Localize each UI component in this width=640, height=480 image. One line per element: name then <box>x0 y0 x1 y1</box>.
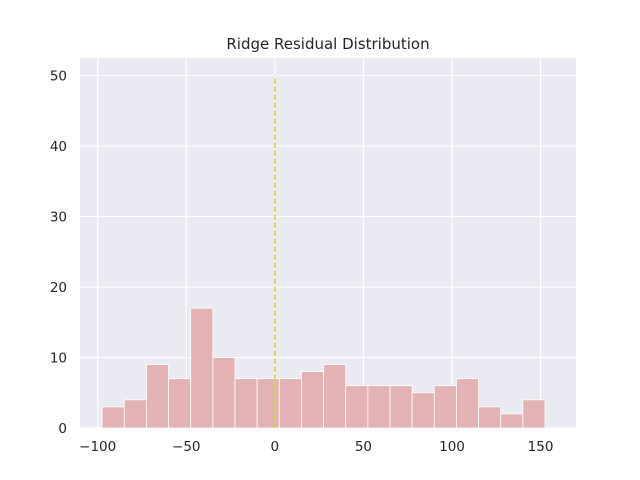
histogram-bar <box>345 385 369 429</box>
histogram-bar <box>411 392 435 429</box>
y-tick-label: 40 <box>50 139 67 155</box>
histogram-bar <box>146 364 169 429</box>
histogram-bar <box>367 385 391 429</box>
x-tick-label: −50 <box>172 439 201 455</box>
histogram-bar <box>278 378 302 429</box>
y-tick-label: 30 <box>50 210 67 226</box>
histogram-bar <box>522 399 546 429</box>
x-tick-label: −100 <box>79 439 116 455</box>
x-axis-ticks: −100 −50 0 50 100 150 <box>79 439 553 455</box>
histogram-bars <box>101 307 546 429</box>
y-tick-label: 20 <box>50 280 67 296</box>
histogram-bar <box>389 385 413 429</box>
histogram-bar <box>168 378 192 429</box>
y-tick-label: 50 <box>50 69 67 85</box>
y-axis-ticks: 0 10 20 30 40 50 <box>50 69 67 437</box>
histogram-bar <box>212 357 236 429</box>
histogram-bar <box>433 385 457 429</box>
histogram-bar <box>234 378 258 429</box>
histogram-bar <box>123 399 147 429</box>
histogram-bar <box>456 378 479 429</box>
histogram-bar <box>190 307 214 429</box>
histogram-bar <box>256 378 280 429</box>
histogram-bar <box>323 364 347 429</box>
histogram-bar <box>301 371 324 429</box>
x-tick-label: 100 <box>439 439 465 455</box>
chart-title: Ridge Residual Distribution <box>226 35 429 53</box>
y-tick-label: 10 <box>50 351 67 367</box>
histogram-bar <box>500 413 524 429</box>
y-tick-label: 0 <box>58 421 67 437</box>
x-tick-label: 150 <box>528 439 554 455</box>
histogram-bar <box>478 406 502 429</box>
x-tick-label: 0 <box>271 439 280 455</box>
histogram-bar <box>101 406 125 429</box>
x-tick-label: 50 <box>355 439 372 455</box>
